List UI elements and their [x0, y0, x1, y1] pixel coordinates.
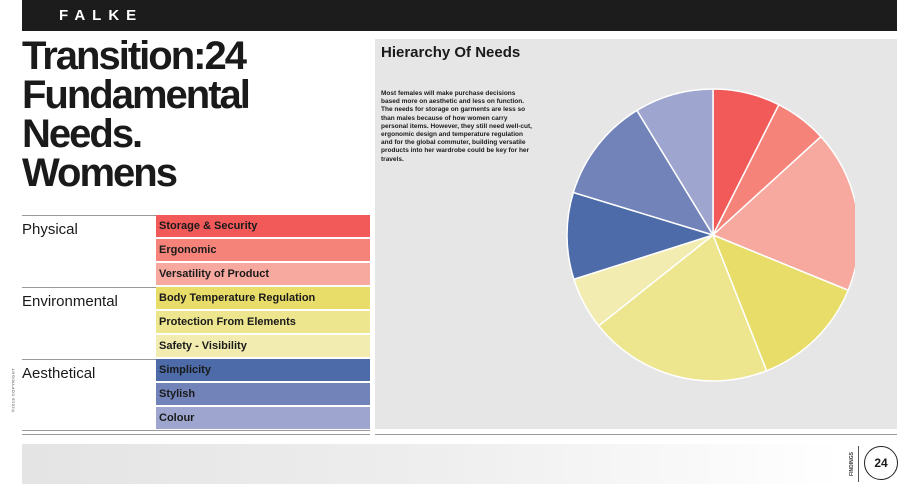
group-divider — [22, 215, 156, 216]
need-row: Storage & Security — [156, 215, 370, 238]
group-physical: Physical Storage & Security Ergonomic Ve… — [22, 215, 370, 287]
need-row: Stylish — [156, 383, 370, 406]
title-line: Womens — [22, 151, 178, 195]
title-line: Fundamental — [22, 73, 251, 117]
title-line: Transition:24 — [22, 34, 247, 78]
need-row: Colour — [156, 407, 370, 430]
need-row: Ergonomic — [156, 239, 370, 262]
group-environmental: Environmental Body Temperature Regulatio… — [22, 287, 370, 359]
group-divider — [22, 287, 156, 288]
title-line: Needs. — [22, 112, 143, 156]
page-number: 24 — [864, 446, 898, 480]
copyright-note: ©2018 COPYRIGHT — [6, 355, 20, 425]
group-label: Physical — [22, 221, 78, 238]
copyright-text: ©2018 COPYRIGHT — [10, 367, 16, 413]
footer-divider — [858, 446, 859, 482]
page-title: Transition:24 Fundamental Needs. Womens — [22, 34, 251, 195]
bottom-divider — [375, 434, 897, 435]
top-bar: FALKE — [22, 0, 897, 31]
need-row: Simplicity — [156, 359, 370, 382]
pie-slice — [566, 191, 716, 281]
pie-slice — [597, 233, 768, 382]
pie-slice — [572, 109, 715, 237]
table-divider — [22, 430, 370, 431]
group-divider — [22, 359, 156, 360]
need-row: Safety - Visibility — [156, 335, 370, 358]
pie-slice — [635, 88, 714, 238]
group-label: Aesthetical — [22, 365, 96, 382]
hierarchy-pie-chart — [566, 88, 855, 382]
pie-slice — [711, 233, 850, 372]
group-label: Environmental — [22, 293, 118, 310]
bottom-divider — [22, 434, 370, 435]
footer-strip — [22, 444, 844, 484]
need-row: Body Temperature Regulation — [156, 287, 370, 310]
footer-section: FINDINGS — [846, 445, 858, 483]
group-aesthetical: Aesthetical Simplicity Stylish Colour — [22, 359, 370, 431]
brand-logo: FALKE — [59, 7, 144, 24]
pie-slice — [711, 135, 855, 292]
panel-description: Most females will make purchase decision… — [381, 90, 532, 163]
section-label: FINDINGS — [849, 452, 855, 476]
panel-title: Hierarchy Of Needs — [381, 44, 521, 61]
need-row: Protection From Elements — [156, 311, 370, 334]
need-row: Versatility of Product — [156, 263, 370, 286]
hierarchy-panel: Hierarchy Of Needs Most females will mak… — [375, 39, 897, 429]
